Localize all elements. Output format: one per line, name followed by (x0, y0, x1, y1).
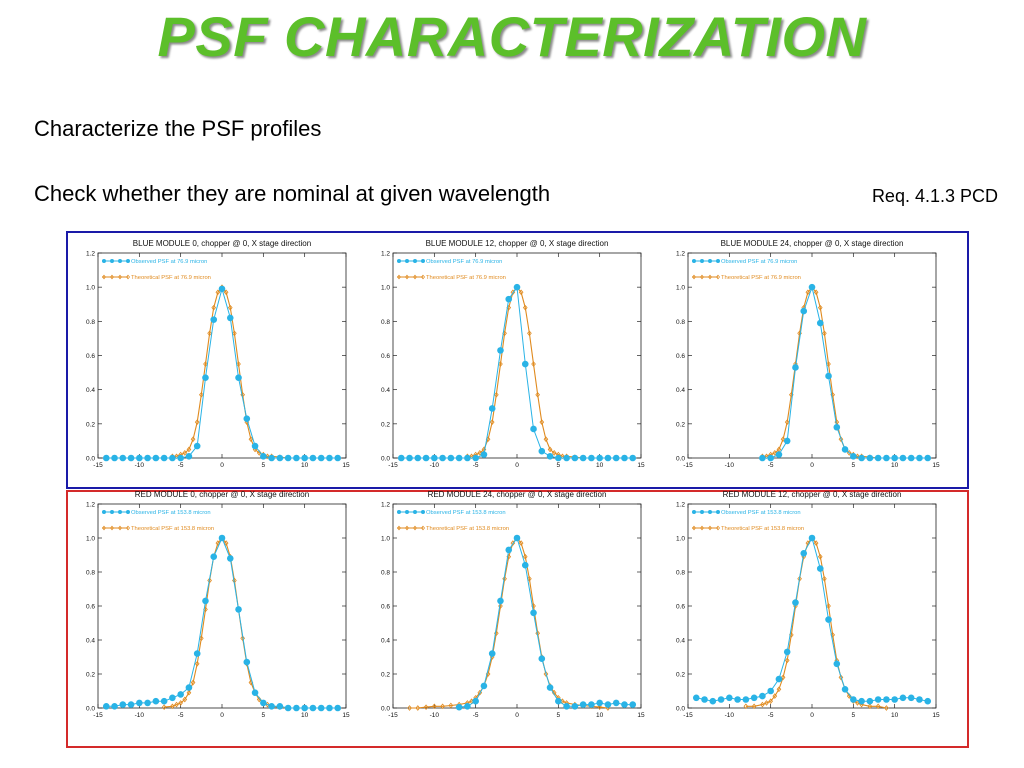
blue-module-panel-frame (66, 231, 969, 489)
red-module-panel-frame (66, 490, 969, 748)
bullet-check-nominal: Check whether they are nominal at given … (34, 181, 551, 206)
bullet-characterize: Characterize the PSF profiles (34, 116, 322, 141)
slide-title: PSF CHARACTERIZATION (157, 5, 867, 68)
requirement-reference: Req. 4.1.3 PCD (871, 186, 998, 206)
